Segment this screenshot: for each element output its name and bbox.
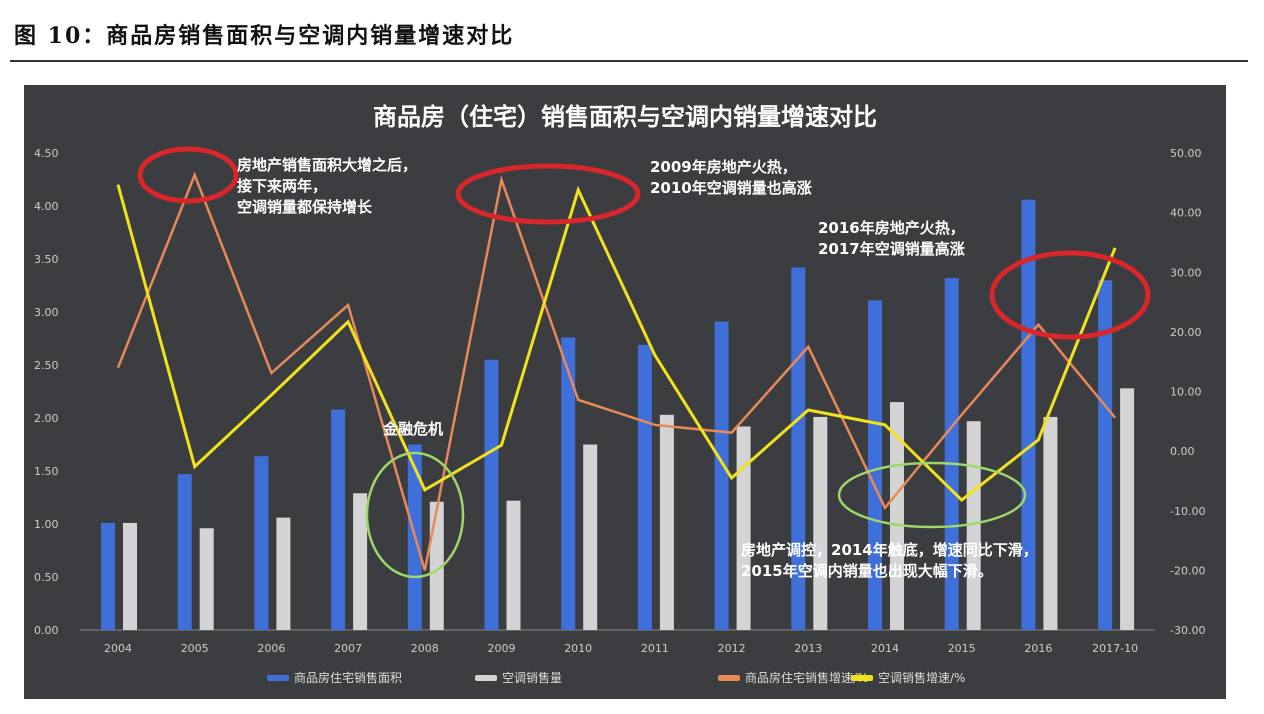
left-tick-label: 2.50	[34, 359, 59, 372]
x-tick-label: 2010	[564, 642, 592, 655]
left-tick-label: 3.00	[34, 306, 59, 319]
x-tick-label: 2016	[1024, 642, 1052, 655]
legend-label: 空调销售增速/%	[878, 670, 965, 685]
bar-housing-area	[637, 344, 652, 630]
right-tick-label: 0.00	[1170, 445, 1195, 458]
bar-ac-sales	[199, 528, 214, 630]
bar-ac-sales	[583, 444, 598, 630]
right-tick-label: 10.00	[1170, 386, 1202, 399]
legend-swatch	[267, 675, 289, 681]
bar-ac-sales	[966, 421, 981, 630]
right-tick-label: 40.00	[1170, 207, 1202, 220]
x-tick-label: 2004	[104, 642, 132, 655]
legend-swatch	[851, 675, 873, 681]
left-tick-label: 1.50	[34, 465, 59, 478]
left-tick-label: 1.00	[34, 518, 59, 531]
x-tick-label: 2014	[871, 642, 899, 655]
right-tick-label: 50.00	[1170, 147, 1202, 160]
left-tick-label: 2.00	[34, 412, 59, 425]
figure-title: 图 10：商品房销售面积与空调内销量增速对比	[14, 23, 515, 49]
bar-ac-sales	[123, 522, 137, 630]
bar-ac-sales	[736, 426, 751, 630]
bar-ac-sales	[429, 501, 444, 630]
bar-housing-area	[561, 337, 576, 630]
title-divider	[10, 60, 1248, 62]
red-highlight-ellipse	[989, 250, 1151, 340]
annotation-text: 2016年房地产火热，	[818, 219, 965, 237]
bar-ac-sales	[276, 517, 291, 630]
annotation-text: 空调销量都保持增长	[237, 198, 373, 216]
x-tick-label: 2006	[257, 642, 285, 655]
green-highlight-ellipse	[837, 461, 1027, 529]
right-tick-label: 20.00	[1170, 326, 1202, 339]
annotation-text: 2010年空调销量也高涨	[650, 179, 812, 197]
right-tick-label: 30.00	[1170, 266, 1202, 279]
chart-title: 商品房（住宅）销售面积与空调内销量增速对比	[373, 103, 877, 131]
right-tick-label: -30.00	[1170, 624, 1205, 637]
x-tick-label: 2008	[411, 642, 439, 655]
bar-housing-area	[101, 522, 115, 630]
x-tick-label: 2015	[948, 642, 976, 655]
legend-label: 空调销售量	[502, 670, 562, 685]
bar-housing-area	[791, 267, 806, 630]
legend-swatch	[475, 675, 497, 681]
annotation-text: 2009年房地产火热，	[650, 158, 797, 176]
bar-ac-sales	[506, 500, 521, 630]
bar-housing-area	[484, 359, 499, 630]
x-tick-label: 2013	[794, 642, 822, 655]
legend-label: 商品房住宅销售增速/%	[745, 670, 868, 685]
bar-ac-sales	[890, 402, 904, 630]
bar-housing-area	[1021, 199, 1036, 630]
red-highlight-ellipse	[455, 163, 641, 225]
bar-housing-area	[944, 278, 959, 630]
left-tick-label: 0.00	[34, 624, 59, 637]
bar-ac-sales	[1120, 388, 1135, 630]
bar-housing-area	[177, 474, 192, 630]
x-tick-label: 2005	[181, 642, 209, 655]
x-tick-label: 2012	[718, 642, 746, 655]
x-tick-label: 2017-10	[1092, 642, 1138, 655]
annotation-text: 2015年空调内销量也出现大幅下滑。	[741, 562, 993, 580]
red-highlight-ellipse	[137, 146, 239, 204]
annotation-text: 金融危机	[382, 420, 443, 438]
bar-ac-sales	[1043, 416, 1058, 630]
bar-housing-area	[331, 409, 346, 630]
bar-ac-sales	[659, 414, 674, 630]
x-tick-label: 2011	[641, 642, 669, 655]
annotation-text: 房地产销售面积大增之后，	[237, 156, 417, 174]
bar-ac-sales	[353, 493, 368, 630]
bar-housing-area	[254, 456, 269, 630]
left-tick-label: 4.50	[34, 147, 59, 160]
line-ac-growth	[116, 184, 1117, 503]
legend-label: 商品房住宅销售面积	[294, 670, 402, 685]
left-tick-label: 0.50	[34, 571, 59, 584]
green-highlight-ellipse	[365, 451, 465, 579]
bar-housing-area	[868, 300, 882, 630]
bar-housing-area	[1098, 280, 1113, 630]
right-tick-label: -20.00	[1170, 564, 1205, 577]
x-tick-label: 2009	[488, 642, 516, 655]
annotation-text: 房地产调控，2014年触底，增速同比下滑，	[741, 541, 1038, 559]
line-housing-growth	[116, 171, 1117, 571]
right-tick-label: -10.00	[1170, 505, 1205, 518]
annotation-text: 接下来两年，	[237, 177, 327, 195]
bar-ac-sales	[813, 416, 828, 630]
annotation-text: 2017年空调销量高涨	[818, 240, 965, 258]
left-tick-label: 4.00	[34, 200, 59, 213]
x-tick-label: 2007	[334, 642, 362, 655]
left-tick-label: 3.50	[34, 253, 59, 266]
bar-housing-area	[714, 321, 729, 630]
legend-swatch	[718, 675, 740, 681]
